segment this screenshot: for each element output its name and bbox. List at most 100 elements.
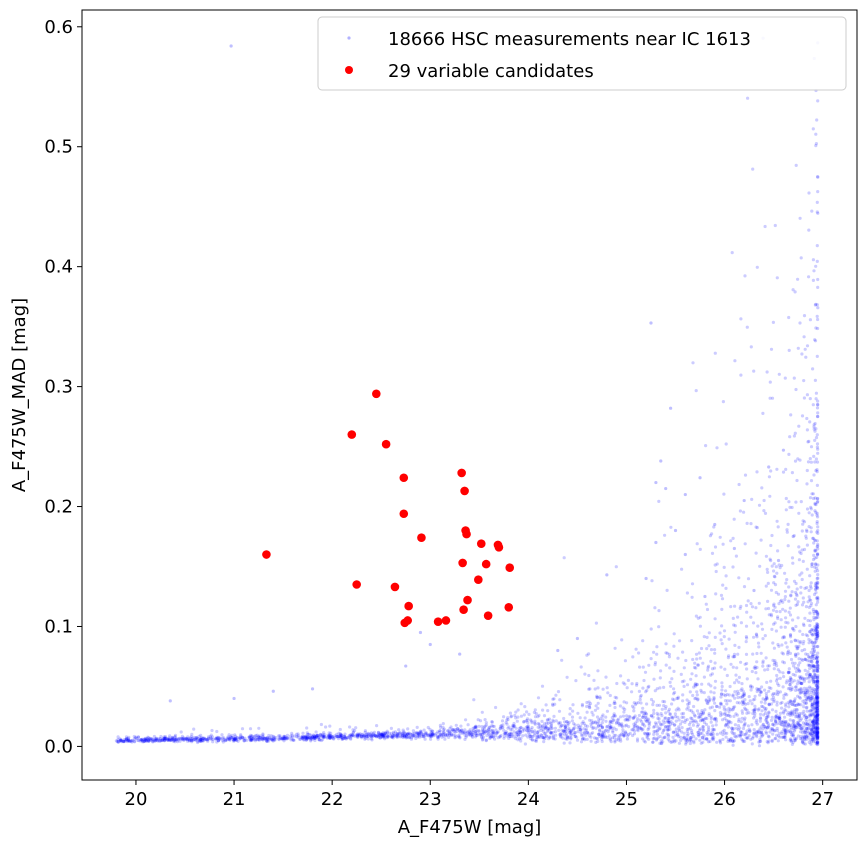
- field-star-point: [645, 731, 649, 735]
- field-star-point: [263, 736, 267, 740]
- field-star-point: [797, 511, 801, 515]
- field-star-point: [573, 734, 578, 739]
- field-star-point: [808, 666, 812, 671]
- field-star-point: [784, 727, 788, 731]
- field-star-point: [304, 734, 308, 738]
- field-star-point: [286, 736, 290, 740]
- field-star-point: [228, 737, 232, 741]
- field-star-point: [798, 714, 802, 719]
- field-star-point: [814, 549, 818, 553]
- field-star-point: [806, 735, 810, 739]
- field-star-point: [664, 486, 668, 491]
- field-star-point: [743, 716, 747, 720]
- field-star-point: [794, 670, 799, 674]
- field-star-point: [698, 656, 702, 660]
- field-star-point: [118, 737, 122, 741]
- field-star-point: [380, 732, 384, 737]
- field-star-point: [748, 729, 752, 733]
- field-star-point: [170, 736, 174, 740]
- field-star-point: [665, 588, 669, 593]
- field-star-point: [786, 687, 791, 691]
- field-star-point: [805, 676, 809, 680]
- field-star-point: [167, 738, 171, 742]
- field-star-point: [746, 577, 751, 581]
- variable-candidate-point: [462, 529, 471, 539]
- field-star-point: [780, 723, 784, 727]
- field-star-point: [816, 735, 820, 739]
- field-star-point: [787, 667, 791, 671]
- field-star-point: [694, 674, 698, 678]
- field-star-point: [526, 721, 530, 725]
- field-star-point: [450, 732, 454, 736]
- field-star-point: [357, 733, 362, 737]
- field-star-point: [588, 718, 592, 722]
- field-star-point: [763, 688, 767, 692]
- field-star-point: [723, 712, 727, 716]
- field-star-point: [816, 694, 820, 698]
- field-star-point: [777, 731, 781, 735]
- field-star-point: [596, 724, 600, 728]
- field-star-point: [185, 737, 189, 741]
- field-star-point: [731, 707, 736, 711]
- field-star-point: [132, 734, 136, 739]
- y-tick-label: 0.2: [44, 497, 73, 518]
- field-star-point: [258, 734, 262, 738]
- field-star-point: [464, 731, 468, 735]
- field-star-point: [804, 706, 809, 710]
- field-star-point: [249, 736, 254, 740]
- field-star-point: [508, 732, 512, 736]
- field-star-point: [369, 734, 373, 738]
- field-star-point: [148, 737, 152, 741]
- field-star-point: [816, 624, 820, 628]
- field-star-point: [713, 648, 717, 652]
- field-star-point: [813, 438, 817, 442]
- field-star-point: [494, 734, 498, 738]
- field-star-point: [348, 734, 352, 738]
- field-star-point: [791, 700, 795, 704]
- field-star-point: [737, 675, 742, 680]
- field-star-point: [519, 739, 523, 743]
- field-star-point: [491, 735, 495, 739]
- field-star-point: [813, 721, 817, 726]
- field-star-point: [578, 728, 582, 732]
- field-star-point: [560, 724, 564, 728]
- field-star-point: [712, 736, 716, 740]
- field-star-point: [696, 730, 700, 734]
- field-star-point: [227, 737, 231, 742]
- field-star-point: [815, 585, 819, 589]
- field-star-point: [816, 629, 820, 634]
- field-star-point: [647, 726, 651, 730]
- field-star-point: [815, 699, 819, 703]
- field-star-point: [813, 692, 818, 697]
- field-star-point: [816, 515, 820, 519]
- field-star-point: [769, 718, 774, 723]
- field-star-point: [171, 737, 175, 741]
- field-star-point: [816, 730, 820, 734]
- field-star-point: [814, 710, 818, 714]
- field-star-point: [165, 738, 169, 742]
- field-star-point: [815, 657, 819, 661]
- field-star-point: [814, 715, 818, 719]
- field-star-point: [406, 732, 410, 736]
- field-star-point: [732, 739, 737, 743]
- field-star-point: [706, 729, 711, 733]
- field-star-point: [412, 734, 416, 738]
- field-star-point: [617, 734, 621, 738]
- field-star-point: [308, 736, 312, 740]
- field-star-point: [471, 730, 475, 734]
- field-star-point: [760, 486, 764, 490]
- field-star-point: [741, 738, 745, 742]
- field-star-point: [508, 734, 512, 739]
- field-star-point: [389, 735, 393, 739]
- field-star-point: [373, 734, 377, 738]
- field-star-point: [809, 732, 813, 736]
- field-star-point: [151, 739, 155, 743]
- field-star-point: [815, 719, 819, 723]
- field-star-point: [612, 700, 617, 704]
- field-star-point: [733, 359, 737, 363]
- field-star-point: [524, 726, 528, 730]
- field-star-point: [810, 641, 814, 645]
- field-star-point: [812, 648, 816, 652]
- field-star-point: [737, 482, 741, 487]
- field-star-point: [655, 645, 659, 649]
